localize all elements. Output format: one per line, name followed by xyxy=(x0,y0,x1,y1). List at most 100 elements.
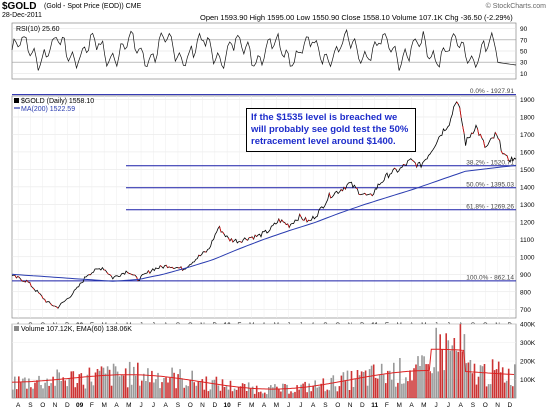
volume-bar xyxy=(318,386,320,398)
price-down-segment xyxy=(14,275,17,279)
volume-bar xyxy=(282,383,284,398)
rsi-tick-label: 10 xyxy=(520,71,528,78)
volume-bar xyxy=(26,388,28,398)
volume-bar xyxy=(324,391,327,398)
volume-bar xyxy=(286,384,288,398)
price-down-segment xyxy=(222,231,225,235)
volume-bar xyxy=(211,380,214,398)
volume-bar xyxy=(308,383,310,398)
volume-bar xyxy=(62,377,64,398)
volume-month-label: A xyxy=(163,402,168,409)
volume-bar xyxy=(334,386,337,398)
price-tick-label: 1900 xyxy=(520,97,535,104)
volume-bar xyxy=(362,372,365,398)
price-down-segment xyxy=(414,162,418,168)
watermark: © StockCharts.com xyxy=(485,3,546,10)
volume-bar xyxy=(507,368,510,398)
volume-bar xyxy=(227,389,230,398)
volume-bar xyxy=(231,391,234,398)
volume-bar xyxy=(177,374,179,398)
volume-bar xyxy=(72,371,75,398)
ohlc-summary: Open 1593.90 High 1595.00 Low 1550.90 Cl… xyxy=(200,13,513,22)
volume-bar xyxy=(298,389,300,398)
volume-bar xyxy=(253,393,256,398)
volume-bar xyxy=(157,372,159,398)
volume-bar xyxy=(401,383,403,398)
volume-bar xyxy=(455,350,458,398)
price-down-segment xyxy=(29,282,32,287)
volume-bar xyxy=(54,385,56,398)
rsi-legend: RSI(10) 25.60 xyxy=(16,26,60,33)
price-down-segment xyxy=(459,107,462,118)
volume-bar xyxy=(96,369,99,398)
volume-month-label: F xyxy=(237,402,241,409)
price-down-segment xyxy=(497,138,500,141)
volume-bar xyxy=(44,382,46,398)
volume-bar xyxy=(40,385,42,398)
price-tick-label: 900 xyxy=(520,272,531,279)
volume-bar xyxy=(70,371,73,398)
volume-bar xyxy=(330,377,333,398)
volume-bar xyxy=(207,391,210,398)
price-tick-label: 1600 xyxy=(520,149,535,156)
price-down-segment xyxy=(50,303,53,306)
volume-bar xyxy=(255,385,258,398)
volume-bar xyxy=(356,370,359,398)
price-tick-label: 700 xyxy=(520,307,531,314)
volume-bar xyxy=(278,388,280,398)
volume-month-label: M xyxy=(249,402,254,409)
price-down-segment xyxy=(343,187,346,190)
price-down-segment xyxy=(26,280,29,283)
volume-bar xyxy=(219,390,222,398)
volume-bar xyxy=(52,376,54,398)
volume-bar xyxy=(370,365,373,398)
volume-bar xyxy=(489,384,492,398)
volume-bar xyxy=(326,389,329,398)
volume-bar xyxy=(76,383,79,398)
volume-bar xyxy=(368,369,371,398)
volume-bar xyxy=(366,385,369,398)
volume-bar xyxy=(421,355,423,398)
price-down-segment xyxy=(281,219,284,223)
volume-month-label: M xyxy=(274,402,279,409)
volume-month-label: J xyxy=(152,402,155,409)
price-down-segment xyxy=(328,193,332,199)
price-tick-label: 1500 xyxy=(520,167,535,174)
volume-month-label: O xyxy=(40,402,45,409)
volume-bar xyxy=(145,381,147,398)
volume-bar xyxy=(130,384,133,398)
volume-bar xyxy=(495,369,498,398)
price-down-segment xyxy=(503,153,506,156)
volume-month-label: D xyxy=(360,402,365,409)
volume-bar xyxy=(503,382,506,398)
volume-bar xyxy=(149,382,151,398)
volume-bar xyxy=(354,378,357,398)
price-down-segment xyxy=(482,140,486,148)
volume-bar xyxy=(358,375,361,398)
price-down-segment xyxy=(462,125,465,134)
volume-month-label: A xyxy=(262,402,267,409)
volume-bar xyxy=(352,387,355,398)
volume-bar xyxy=(22,378,24,398)
volume-bar xyxy=(443,370,445,398)
volume-bar xyxy=(439,334,441,398)
price-down-segment xyxy=(494,132,498,136)
volume-bar xyxy=(245,391,248,398)
volume-bar xyxy=(475,384,478,398)
volume-bar xyxy=(372,364,375,398)
volume-bar xyxy=(437,371,439,398)
volume-bar xyxy=(82,384,85,398)
volume-bar xyxy=(409,370,411,398)
volume-month-label: N xyxy=(200,402,205,409)
volume-bar xyxy=(411,380,413,398)
rsi-tick-label: 90 xyxy=(520,26,528,33)
volume-bar xyxy=(391,379,393,398)
price-down-segment xyxy=(231,238,234,243)
volume-bar xyxy=(197,381,200,398)
volume-bar xyxy=(110,385,113,398)
price-down-segment xyxy=(17,276,20,278)
volume-bar xyxy=(405,377,407,398)
volume-bar xyxy=(493,370,496,398)
volume-bar xyxy=(479,365,482,398)
volume-bar xyxy=(36,380,38,398)
